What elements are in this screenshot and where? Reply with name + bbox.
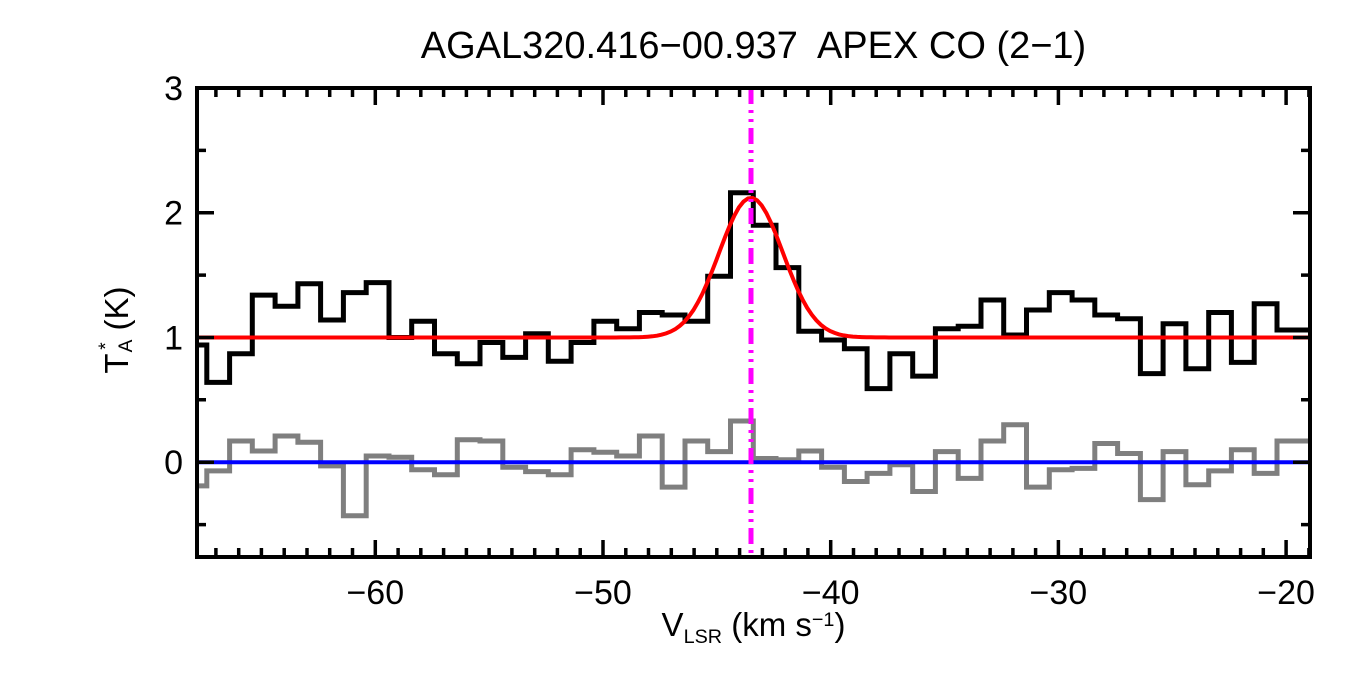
- x-axis-label-close: ): [834, 606, 846, 643]
- gaussian-fit-curve: [197, 195, 1309, 340]
- x-axis-label-unit: (km s: [722, 606, 812, 643]
- x-tick-label: −40: [802, 574, 860, 612]
- plot-title: AGAL320.416−00.937 APEX CO (2−1): [420, 25, 1087, 67]
- x-tick-label: −20: [1257, 574, 1315, 612]
- x-axis-label: VLSR (km s−1): [197, 606, 1310, 649]
- y-tick-label: 0: [164, 444, 183, 482]
- y-axis-ticks: [197, 86, 1310, 527]
- y-axis-label-star: *: [95, 342, 117, 350]
- x-axis-label-subscript: LSR: [683, 625, 723, 648]
- x-axis-label-superscript: −1: [811, 609, 835, 632]
- y-tick-labels: 0 1 2 3: [164, 70, 183, 482]
- y-axis-label-supsub: * A: [95, 339, 137, 353]
- y-axis-label-sub: A: [116, 339, 137, 353]
- y-tick-label: 1: [164, 320, 183, 358]
- x-axis-ticks: [214, 88, 1311, 557]
- x-tick-labels: −60 −50 −40 −30 −20: [346, 574, 1314, 612]
- x-tick-label: −50: [574, 574, 632, 612]
- y-axis-label-base: T: [98, 353, 135, 374]
- y-axis-label-unit: (K): [98, 286, 135, 340]
- plot-frame: [195, 86, 1312, 559]
- x-tick-label: −60: [346, 574, 404, 612]
- y-axis-label: T * A (K): [95, 200, 139, 460]
- x-tick-label: −30: [1030, 574, 1088, 612]
- y-tick-label: 3: [164, 70, 183, 108]
- x-axis-label-base: V: [661, 606, 684, 643]
- y-tick-label: 2: [164, 195, 183, 233]
